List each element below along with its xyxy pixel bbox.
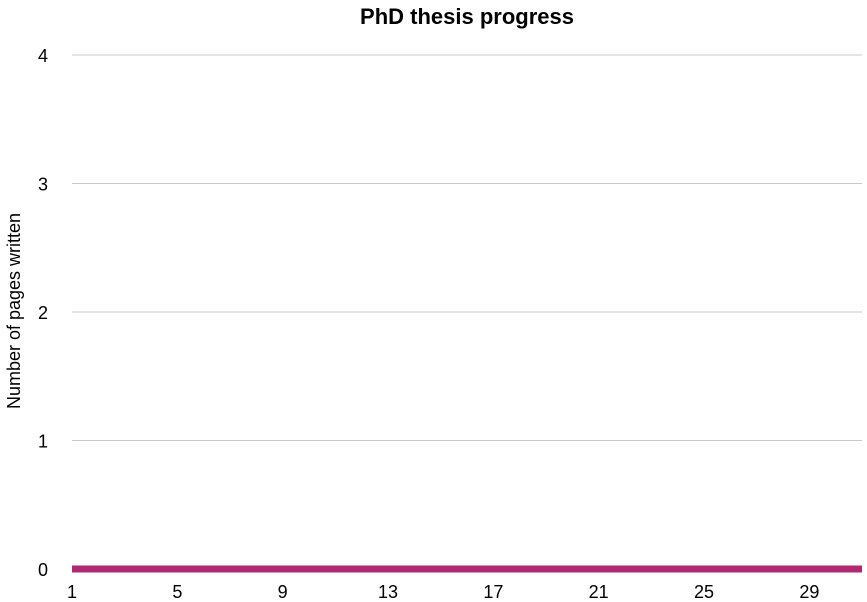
y-tick-label: 4	[38, 46, 48, 66]
x-tick-label: 21	[589, 582, 609, 602]
x-tick-label: 5	[172, 582, 182, 602]
x-axis-ticks: 1 5 9 13 17 21 25 29	[67, 582, 819, 602]
y-axis-ticks: 0 1 2 3 4	[38, 46, 48, 580]
gridlines	[72, 54, 862, 570]
x-tick-label: 29	[799, 582, 819, 602]
y-tick-label: 1	[38, 432, 48, 452]
y-tick-label: 3	[38, 175, 48, 195]
x-tick-label: 13	[378, 582, 398, 602]
x-tick-label: 1	[67, 582, 77, 602]
x-tick-label: 17	[483, 582, 503, 602]
y-tick-label: 0	[38, 560, 48, 580]
chart-title: PhD thesis progress	[360, 4, 574, 29]
x-tick-label: 9	[278, 582, 288, 602]
y-axis-label: Number of pages written	[4, 213, 24, 409]
y-tick-label: 2	[38, 303, 48, 323]
x-tick-label: 25	[694, 582, 714, 602]
